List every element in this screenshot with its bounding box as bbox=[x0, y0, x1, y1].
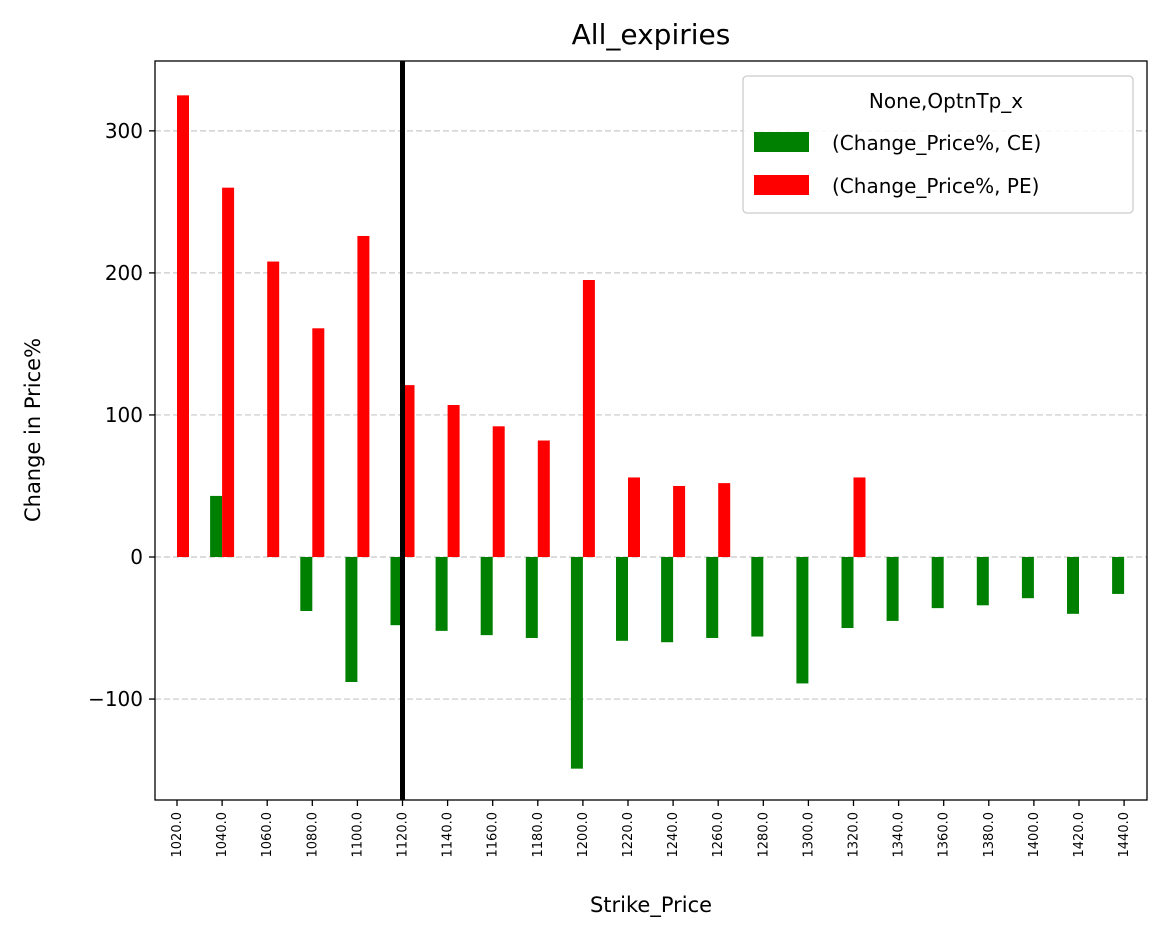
bar-ce-1300.0 bbox=[796, 557, 809, 684]
bar-pe-1020.0 bbox=[177, 95, 189, 558]
legend: None,OptnTp_x (Change_Price%, CE) (Chang… bbox=[742, 75, 1134, 214]
y-axis-ticks: −100 0 100 200 300 bbox=[88, 119, 155, 711]
xtick-label: 1380.0 bbox=[982, 812, 997, 858]
legend-title: None,OptnTp_x bbox=[869, 89, 1023, 113]
bar-pe-1260.0 bbox=[718, 483, 731, 557]
chart-title: All_expiries bbox=[572, 18, 731, 51]
ytick-label: −100 bbox=[88, 687, 143, 711]
bar-ce-1160.0 bbox=[480, 557, 493, 636]
xtick-label: 1240.0 bbox=[666, 812, 681, 858]
bar-ce-1420.0 bbox=[1067, 557, 1079, 614]
xtick-label: 1400.0 bbox=[1027, 812, 1042, 858]
grid-lines bbox=[155, 130, 1147, 700]
xtick-label: 1140.0 bbox=[441, 812, 456, 858]
bar-ce-1080.0 bbox=[300, 557, 313, 611]
xtick-label: 1080.0 bbox=[305, 812, 320, 858]
xtick-label: 1180.0 bbox=[531, 812, 546, 858]
bar-pe-1180.0 bbox=[537, 440, 550, 557]
bar-ce-1040.0 bbox=[210, 495, 223, 557]
bar-pe-1220.0 bbox=[628, 477, 640, 557]
bar-ce-1140.0 bbox=[435, 557, 448, 631]
bar-pe-1140.0 bbox=[447, 405, 460, 557]
xtick-label: 1340.0 bbox=[892, 812, 907, 858]
xtick-label: 1060.0 bbox=[260, 812, 275, 858]
bar-ce-1280.0 bbox=[751, 557, 764, 637]
xtick-label: 1160.0 bbox=[486, 812, 501, 858]
xtick-label: 1440.0 bbox=[1117, 812, 1132, 858]
ytick-label: 0 bbox=[130, 545, 143, 569]
xtick-label: 1100.0 bbox=[350, 812, 365, 858]
bar-ce-1120.0 bbox=[390, 557, 403, 626]
bar-pe-1060.0 bbox=[267, 261, 280, 557]
bar-pe-1040.0 bbox=[222, 187, 235, 558]
legend-label-pe: (Change_Price%, PE) bbox=[832, 174, 1039, 198]
bars bbox=[177, 95, 1125, 769]
legend-swatch-pe bbox=[754, 175, 809, 195]
bar-pe-1240.0 bbox=[673, 485, 686, 557]
bar-ce-1320.0 bbox=[841, 557, 854, 629]
xtick-label: 1040.0 bbox=[215, 812, 230, 858]
bar-pe-1100.0 bbox=[357, 235, 370, 558]
y-axis-label: Change in Price% bbox=[21, 338, 45, 522]
xtick-label: 1360.0 bbox=[937, 812, 952, 858]
bar-ce-1360.0 bbox=[931, 557, 944, 609]
xtick-label: 1300.0 bbox=[801, 812, 816, 858]
bar-ce-1380.0 bbox=[976, 557, 989, 606]
ytick-label: 100 bbox=[105, 403, 143, 427]
x-axis-label: Strike_Price bbox=[590, 893, 712, 918]
xtick-label: 1200.0 bbox=[576, 812, 591, 858]
ytick-label: 200 bbox=[105, 261, 143, 285]
ytick-label: 300 bbox=[105, 119, 143, 143]
plot-frame bbox=[154, 60, 1148, 801]
bar-pe-1080.0 bbox=[312, 328, 325, 557]
xtick-label: 1120.0 bbox=[396, 812, 411, 858]
xtick-label: 1420.0 bbox=[1072, 812, 1087, 858]
xtick-label: 1280.0 bbox=[756, 812, 771, 858]
xtick-label: 1260.0 bbox=[711, 812, 726, 858]
bar-pe-1120.0 bbox=[402, 385, 415, 557]
bar-pe-1320.0 bbox=[853, 477, 866, 557]
bar-pe-1160.0 bbox=[492, 426, 505, 557]
bar-ce-1180.0 bbox=[525, 557, 538, 638]
bar-ce-1400.0 bbox=[1021, 557, 1034, 599]
xtick-label: 1220.0 bbox=[621, 812, 636, 858]
bar-ce-1260.0 bbox=[706, 557, 719, 638]
bar-pe-1200.0 bbox=[582, 280, 595, 557]
legend-label-ce: (Change_Price%, CE) bbox=[832, 131, 1041, 155]
legend-box bbox=[742, 75, 1134, 214]
bar-ce-1220.0 bbox=[616, 557, 628, 641]
bar-ce-1240.0 bbox=[661, 557, 674, 643]
bar-ce-1340.0 bbox=[886, 557, 899, 621]
xtick-label: 1320.0 bbox=[847, 812, 862, 858]
bar-ce-1440.0 bbox=[1112, 557, 1125, 594]
bar-ce-1100.0 bbox=[345, 557, 358, 683]
legend-swatch-ce bbox=[754, 132, 809, 152]
xtick-label: 1020.0 bbox=[170, 812, 185, 858]
bar-ce-1200.0 bbox=[570, 557, 583, 769]
x-axis-ticks: 1020.0 1040.0 1060.0 1080.0 1100.0 1120.0 1140… bbox=[170, 800, 1132, 858]
